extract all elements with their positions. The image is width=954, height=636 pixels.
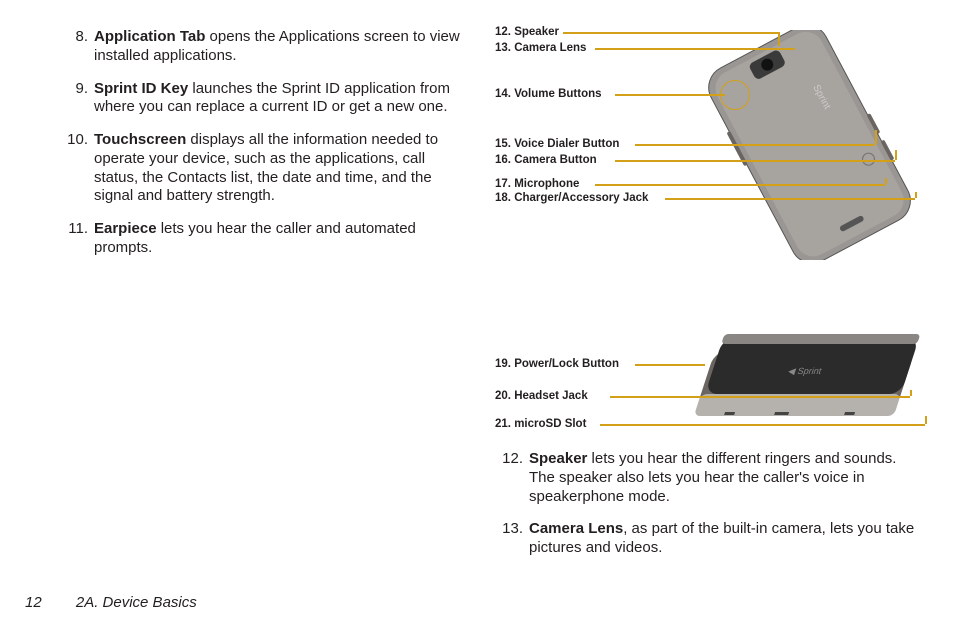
phone-bottom-diagram: ◀ Sprint 19. Power/Lock Button 20. Heads…: [495, 300, 935, 440]
left-description-list: 8. Application Tab opens the Application…: [60, 28, 460, 272]
callout-microsd: 21. microSD Slot: [495, 418, 586, 430]
term: Application Tab: [94, 28, 205, 45]
right-description-list: 12. Speaker lets you hear the different …: [495, 450, 925, 572]
list-number: 11.: [60, 220, 88, 258]
list-number: 9.: [60, 80, 88, 118]
list-body: Camera Lens, as part of the built-in cam…: [529, 520, 925, 558]
callout-charger-jack: 18. Charger/Accessory Jack: [495, 192, 648, 204]
callout-speaker: 12. Speaker: [495, 26, 559, 38]
list-body: Touchscreen displays all the information…: [94, 131, 460, 206]
page-number: 12: [25, 594, 42, 611]
phone-bottom-illustration: ◀ Sprint: [685, 300, 935, 440]
list-item: 12. Speaker lets you hear the different …: [495, 450, 925, 506]
list-number: 12.: [495, 450, 523, 506]
svg-text:◀ Sprint: ◀ Sprint: [787, 366, 823, 376]
term: Earpiece: [94, 220, 157, 237]
list-number: 10.: [60, 131, 88, 206]
list-body: Application Tab opens the Applications s…: [94, 28, 460, 66]
callout-camera-button: 16. Camera Button: [495, 154, 597, 166]
list-item: 9. Sprint ID Key launches the Sprint ID …: [60, 80, 460, 118]
callout-camera-lens: 13. Camera Lens: [495, 42, 586, 54]
list-body: Speaker lets you hear the different ring…: [529, 450, 925, 506]
term: Camera Lens: [529, 520, 623, 537]
list-item: 8. Application Tab opens the Application…: [60, 28, 460, 66]
callout-voice-dialer: 15. Voice Dialer Button: [495, 138, 619, 150]
list-number: 8.: [60, 28, 88, 66]
list-body: Sprint ID Key launches the Sprint ID app…: [94, 80, 460, 118]
list-number: 13.: [495, 520, 523, 558]
callout-headset-jack: 20. Headset Jack: [495, 390, 588, 402]
callout-power-lock: 19. Power/Lock Button: [495, 358, 619, 370]
list-body: Earpiece lets you hear the caller and au…: [94, 220, 460, 258]
list-item: 11. Earpiece lets you hear the caller an…: [60, 220, 460, 258]
term: Touchscreen: [94, 131, 186, 148]
term: Speaker: [529, 450, 587, 467]
callout-microphone: 17. Microphone: [495, 178, 579, 190]
term: Sprint ID Key: [94, 80, 188, 97]
page-footer: 12 2A. Device Basics: [25, 594, 197, 611]
section-title: 2A. Device Basics: [76, 594, 197, 611]
callout-volume-buttons: 14. Volume Buttons: [495, 88, 602, 100]
diagram-column: Sprint 12. Speaker 13. Camera Lens: [495, 20, 935, 460]
phone-back-diagram: Sprint 12. Speaker 13. Camera Lens: [495, 20, 935, 280]
list-item: 10. Touchscreen displays all the informa…: [60, 131, 460, 206]
list-item: 13. Camera Lens, as part of the built-in…: [495, 520, 925, 558]
